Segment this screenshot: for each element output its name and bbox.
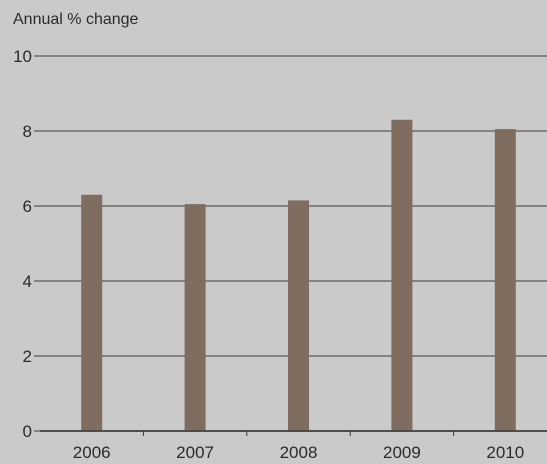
x-tick-label: 2008: [280, 443, 318, 462]
bar-2010: [494, 129, 516, 431]
bar-2008: [288, 200, 309, 431]
y-tick-label: 2: [23, 347, 32, 366]
y-tick-label: 8: [23, 122, 32, 141]
y-axis-ticks: 0 2 4 6 8 10: [13, 47, 40, 441]
x-tick-label: 2007: [176, 443, 214, 462]
x-tick-label: 2009: [383, 443, 421, 462]
bar-2009: [391, 119, 413, 431]
bars: [81, 119, 516, 431]
y-tick-label: 0: [23, 422, 32, 441]
y-axis-label: Annual % change: [13, 11, 139, 28]
bar-2007: [184, 204, 206, 431]
bar-2006: [81, 194, 103, 431]
x-axis-ticks: 2006 2007 2008 2009 2010: [40, 430, 547, 462]
x-tick-label: 2006: [73, 443, 111, 462]
y-tick-label: 6: [23, 197, 32, 216]
x-tick-label: 2010: [486, 443, 524, 462]
y-tick-label: 10: [13, 47, 32, 66]
y-tick-label: 4: [23, 272, 32, 291]
